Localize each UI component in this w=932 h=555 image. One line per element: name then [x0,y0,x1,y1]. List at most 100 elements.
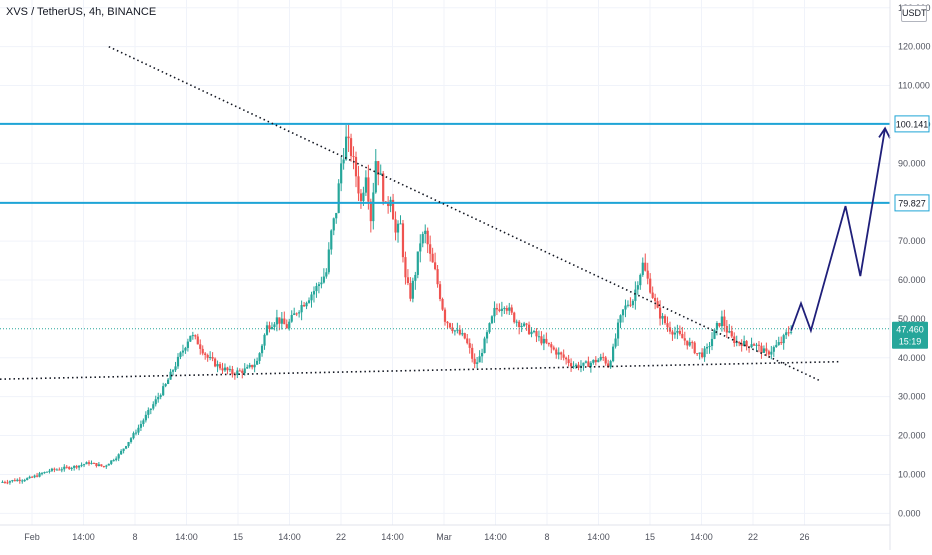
candle-body [743,341,746,346]
candle-body [40,473,44,475]
candle-body [310,294,313,301]
level-label: 100.141 [896,119,929,129]
candle-body [377,161,380,175]
y-tick-label: 10.000 [898,469,926,479]
candle-body [770,351,773,355]
candle-body [505,308,508,311]
candle-body [409,283,412,299]
candle-body [592,359,595,363]
candle-body [124,446,128,449]
candle-body [641,262,644,275]
candle-body [720,316,723,327]
candle-body [137,427,140,433]
candle-body [535,331,538,337]
candle-body [221,368,224,371]
x-tick-label: Feb [24,532,40,542]
candle-body [43,472,46,474]
candle-body [738,341,741,344]
candle-body [85,462,88,465]
candle-body [503,308,506,310]
candle-body [626,304,630,306]
currency-label: USDT [902,8,927,18]
candle-body [434,262,437,270]
currency-badge[interactable]: USDT [901,5,927,22]
candle-body [204,353,207,356]
candle-body [656,301,659,308]
candle-body [90,462,93,464]
candle-body [567,359,570,364]
candle-body [461,333,464,335]
candle-body [651,292,654,298]
x-tick-label: 14:00 [587,532,610,542]
candle-body [676,330,679,333]
candle-body [790,331,793,333]
candle-body [31,476,34,478]
candle-body [730,331,733,337]
candle-body [701,352,704,358]
candle-body [167,379,170,384]
candle-body [574,364,578,367]
horizontal-levels [0,122,890,330]
candle-body [463,333,466,339]
candle-body [332,218,335,231]
candle-body [13,480,16,482]
candle-body [471,347,474,359]
candle-body [740,343,743,346]
trendline [108,45,822,382]
time-axis[interactable]: Feb 14:00 8 14:00 15 14:00 22 14:00 Mar 14:00 8 14:… [0,524,890,542]
candle-body [493,307,496,317]
candle-body [636,285,639,290]
y-tick-label: 60.000 [898,275,926,285]
candle-body [147,409,150,415]
candle-body [673,332,677,335]
candle-body [649,278,652,293]
candle-body [582,362,585,366]
candle-body [132,433,135,439]
candle-body [683,338,686,341]
trendlines [0,45,841,382]
candle-body [668,327,672,332]
candle-body [354,156,358,177]
candle-body [757,344,761,346]
candle-body [429,244,432,254]
candle-body [547,342,550,345]
candle-body [218,364,222,369]
x-tick-label: 8 [132,532,137,542]
candle-body [572,366,575,368]
candle-body [194,335,197,337]
candle-body [621,309,625,316]
candle-body [320,282,323,285]
candle-body [82,464,86,466]
candle-body [404,257,407,278]
x-tick-label: 22 [336,532,346,542]
candle-body [139,424,143,428]
candle-body [765,348,768,352]
level-label-box [894,115,930,133]
current-price-label: 47.460 [896,324,924,334]
trendline [0,360,841,380]
candle-body [646,270,649,279]
candle-body [443,309,447,322]
candle-body [510,307,513,313]
candle-body [201,348,204,354]
candle-body [394,219,397,233]
candle-body [523,323,526,326]
candle-body [382,173,385,202]
candle-body [211,357,214,359]
candle-body [562,354,565,358]
candle-body [594,359,597,363]
candle-body [152,404,155,409]
candle-body [352,156,355,158]
x-tick-label: 15 [233,532,243,542]
y-tick-label: 70.000 [898,236,926,246]
price-axis[interactable]: 0.000 10.000 20.000 30.000 40.000 50.000 60.00… [889,0,931,550]
candle-body [162,386,165,396]
candle-body [565,357,568,360]
level-label-box [894,194,930,212]
candle-body [421,233,424,244]
candle-body [8,481,11,483]
candle-body [619,315,622,323]
candle-body [347,136,350,139]
candle-body [476,362,479,364]
